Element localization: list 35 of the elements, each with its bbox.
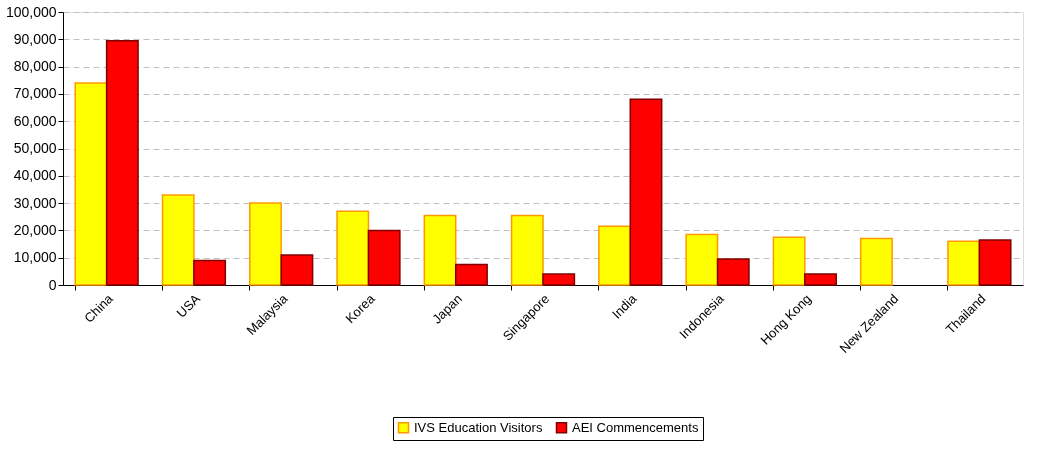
y-tick-label: 20,000: [13, 221, 57, 238]
bar: [193, 259, 227, 286]
legend-label: IVS Education Visitors: [414, 419, 543, 435]
bar: [249, 202, 282, 286]
y-tick-label: 30,000: [13, 194, 57, 211]
bar: [978, 239, 1012, 286]
bar: [772, 236, 806, 286]
bar: [336, 210, 370, 286]
y-tick-label: 90,000: [13, 30, 57, 47]
x-tick-label: USA: [173, 290, 204, 321]
bar: [423, 214, 457, 286]
y-tick-label: 60,000: [13, 112, 57, 129]
y-tick-label: 80,000: [13, 58, 57, 75]
y-tick-label: 10,000: [13, 249, 57, 266]
bar: [685, 233, 719, 286]
bar: [542, 273, 576, 286]
y-tick-label: 40,000: [13, 167, 57, 184]
bar: [598, 225, 632, 286]
y-tick-label: 70,000: [13, 85, 57, 102]
bar: [716, 258, 750, 286]
legend-label: AEI Commencements: [572, 419, 699, 435]
y-tick-label: 0: [48, 276, 57, 293]
bar: [74, 82, 108, 286]
y-tick-label: 50,000: [13, 140, 57, 156]
bar: [161, 194, 195, 286]
bar: [804, 273, 837, 286]
bar: [105, 39, 139, 286]
bar: [367, 229, 401, 286]
bar: [947, 240, 981, 286]
y-tick-label: 100,000: [5, 3, 57, 20]
bar: [454, 263, 488, 286]
bar: [629, 98, 663, 286]
bar: [859, 237, 893, 286]
bar: [280, 254, 314, 286]
bar: [510, 214, 544, 286]
